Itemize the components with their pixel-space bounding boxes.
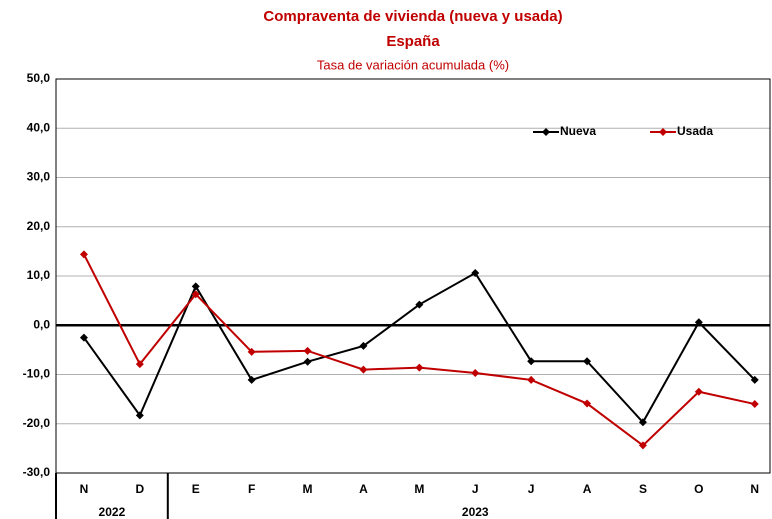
- point-marker: [415, 300, 424, 309]
- x-tick-label: N: [750, 482, 759, 496]
- point-marker: [471, 269, 480, 278]
- x-group-label: 2022: [99, 505, 126, 519]
- y-tick-label: 50,0: [27, 71, 51, 85]
- x-tick-label: M: [303, 482, 313, 496]
- point-marker: [79, 333, 88, 342]
- y-tick-label: -10,0: [23, 367, 51, 381]
- point-marker: [135, 360, 144, 369]
- point-marker: [135, 411, 144, 420]
- x-tick-label: O: [694, 482, 703, 496]
- series-line: [83, 253, 755, 447]
- point-marker: [359, 341, 368, 350]
- point-marker: [694, 387, 703, 396]
- y-tick-label: 10,0: [27, 268, 51, 282]
- point-marker: [527, 375, 536, 384]
- legend-label: Usada: [677, 124, 713, 138]
- y-tick-label: 30,0: [27, 170, 51, 184]
- legend-marker: [542, 128, 550, 136]
- point-marker: [359, 365, 368, 374]
- x-tick-label: M: [414, 482, 424, 496]
- x-tick-label: J: [472, 482, 479, 496]
- point-marker: [583, 399, 592, 408]
- y-tick-label: -30,0: [23, 465, 51, 479]
- point-marker: [583, 357, 592, 366]
- plot-border: [55, 78, 771, 474]
- legend-marker: [659, 128, 667, 136]
- point-marker: [415, 363, 424, 372]
- x-group-label: 2023: [462, 505, 489, 519]
- point-marker: [750, 375, 759, 384]
- series-line: [83, 271, 756, 424]
- x-tick-label: F: [248, 482, 255, 496]
- x-tick-label: A: [583, 482, 592, 496]
- x-tick-label: S: [639, 482, 647, 496]
- chart-title: Compraventa de vivienda (nueva y usada): [263, 8, 562, 25]
- chart-title-region: España: [386, 33, 440, 50]
- point-marker: [527, 357, 536, 366]
- x-tick-label: E: [192, 482, 200, 496]
- point-marker: [638, 418, 647, 427]
- point-marker: [638, 441, 647, 450]
- x-tick-label: J: [528, 482, 535, 496]
- y-tick-label: -20,0: [23, 416, 51, 430]
- y-tick-label: 40,0: [27, 120, 51, 134]
- point-marker: [247, 375, 256, 384]
- x-tick-label: D: [136, 482, 145, 496]
- point-marker: [303, 346, 312, 355]
- point-marker: [247, 347, 256, 356]
- point-marker: [79, 250, 88, 259]
- point-marker: [303, 357, 312, 366]
- y-tick-label: 20,0: [27, 219, 51, 233]
- point-marker: [191, 290, 200, 299]
- y-tick-label: 0,0: [33, 317, 50, 331]
- x-tick-label: A: [359, 482, 368, 496]
- legend-label: Nueva: [560, 124, 596, 138]
- chart-subtitle: Tasa de variación acumulada (%): [317, 57, 509, 72]
- point-marker: [191, 282, 200, 291]
- point-marker: [471, 369, 480, 378]
- point-marker: [750, 400, 759, 409]
- point-marker: [694, 318, 703, 327]
- x-tick-label: N: [80, 482, 89, 496]
